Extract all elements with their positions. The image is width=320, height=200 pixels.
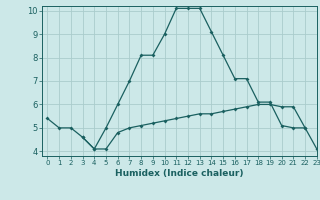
X-axis label: Humidex (Indice chaleur): Humidex (Indice chaleur) (115, 169, 244, 178)
